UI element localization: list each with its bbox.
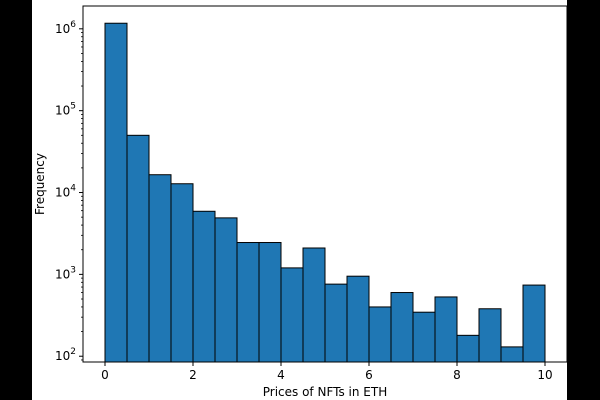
y-tick-label: 104 [55,184,76,200]
y-axis-label: Frequency [33,153,47,215]
histogram-bar [104,22,128,363]
histogram-chart: 102 103 104 105 106 0 2 4 6 8 10 Prices of NFTs i… [33,5,567,399]
y-axis-ticks: 102 103 104 105 106 [55,20,83,363]
x-tick-label: 2 [189,368,197,382]
histogram-bar [214,217,238,363]
histogram-bar [500,346,524,363]
histogram-bar [368,306,392,363]
histogram-bar [302,247,326,363]
chart-canvas: 102 103 104 105 106 0 2 4 6 8 10 Prices of NFTs i… [32,0,567,400]
histogram-bar [324,283,348,363]
x-axis-label: Prices of NFTs in ETH [263,385,388,399]
x-tick-label: 4 [277,368,285,382]
x-tick-label: 10 [537,368,552,382]
histogram-bar [192,210,216,363]
y-tick-label: 106 [55,20,76,36]
x-tick-label: 8 [453,368,461,382]
histogram-bar [456,334,480,363]
x-tick-label: 6 [365,368,373,382]
histogram-bar [478,308,502,363]
y-tick-label: 105 [55,102,76,118]
histogram-bar [434,296,458,363]
bars-group [104,22,546,363]
histogram-bar [148,174,172,363]
histogram-bar [390,292,414,363]
histogram-bar [170,183,194,363]
histogram-bar [280,267,304,363]
plot-frame [82,5,567,363]
histogram-bar [346,275,370,363]
x-tick-label: 0 [101,368,109,382]
histogram-bar [126,134,150,363]
histogram-bar [236,242,260,363]
histogram-bar [412,311,436,363]
histogram-bar [522,284,546,363]
y-tick-label: 103 [55,265,76,281]
x-axis-ticks: 0 2 4 6 8 10 [101,362,553,382]
y-tick-label: 102 [55,347,76,363]
histogram-bar [258,242,282,363]
